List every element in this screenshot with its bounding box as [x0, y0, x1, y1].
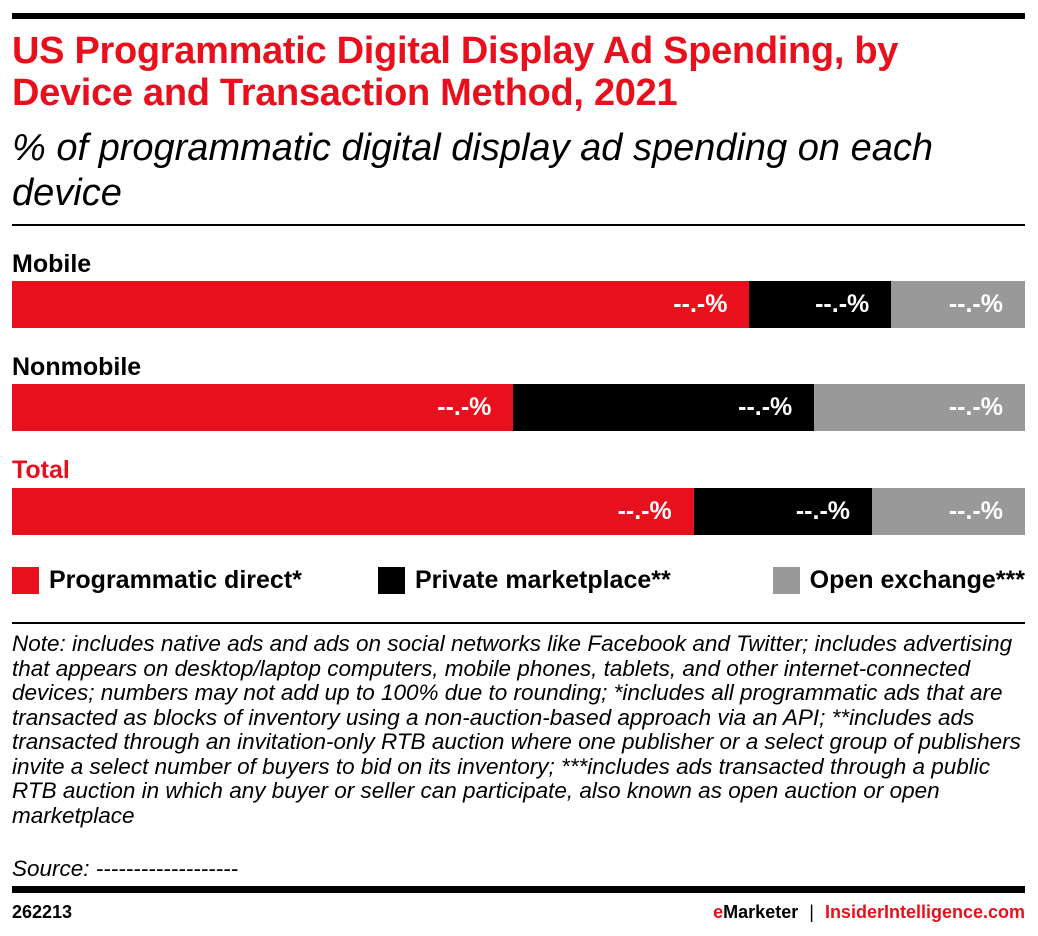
data-label: --.-%	[948, 290, 1003, 318]
bar-total: --.-% --.-% --.-%	[12, 488, 1025, 535]
legend-swatch	[12, 567, 39, 594]
legend-rule	[12, 622, 1025, 624]
data-label: --.-%	[948, 497, 1003, 525]
category-label-mobile: Mobile	[12, 250, 92, 278]
subtitle-rule	[12, 224, 1025, 226]
bar-nonmobile: --.-% --.-% --.-%	[12, 384, 1025, 431]
legend-label: Programmatic direct*	[49, 566, 302, 594]
footer-rule	[12, 886, 1025, 893]
chart-id: 262213	[12, 902, 73, 922]
data-label: --.-%	[815, 290, 870, 318]
bar-mobile: --.-% --.-% --.-%	[12, 281, 1025, 328]
category-label-total: Total	[12, 456, 70, 484]
data-label: --.-%	[437, 393, 492, 421]
bar-segment: --.-%	[814, 384, 1025, 431]
data-label: --.-%	[617, 497, 672, 525]
top-rule	[12, 13, 1025, 19]
bar-segment: --.-%	[693, 488, 873, 535]
legend-label: Open exchange***	[809, 566, 1025, 594]
brand-separator: |	[809, 902, 814, 922]
bar-segment: --.-%	[12, 281, 750, 328]
brand: eMarketer | InsiderIntelligence.com	[713, 902, 1025, 923]
brand-site: InsiderIntelligence.com	[824, 902, 1025, 922]
note-text: Note: includes native ads and ads on soc…	[12, 631, 1021, 828]
legend-item: Programmatic direct*	[12, 566, 302, 595]
legend-item: Private marketplace**	[378, 566, 671, 595]
bar-segment: --.-%	[749, 281, 892, 328]
category-label-nonmobile: Nonmobile	[12, 353, 142, 381]
bar-segment: --.-%	[891, 281, 1025, 328]
chart-title: US Programmatic Digital Display Ad Spend…	[12, 30, 899, 114]
data-label: --.-%	[673, 290, 728, 318]
bar-segment: --.-%	[513, 384, 815, 431]
brand-name: Marketer	[723, 902, 799, 922]
legend-label: Private marketplace**	[415, 566, 671, 594]
legend: Programmatic direct* Private marketplace*…	[12, 566, 1025, 596]
chart-subtitle: % of programmatic digital display ad spe…	[12, 127, 933, 214]
legend-swatch	[378, 567, 405, 594]
data-label: --.-%	[738, 393, 793, 421]
data-label: --.-%	[795, 497, 851, 525]
legend-item: Open exchange***	[772, 566, 1025, 595]
brand-e: e	[713, 902, 724, 922]
source-text: Source: -------------------	[12, 856, 239, 881]
bar-segment: --.-%	[12, 488, 694, 535]
bar-segment: --.-%	[12, 384, 514, 431]
bar-segment: --.-%	[872, 488, 1025, 535]
data-label: --.-%	[948, 393, 1003, 421]
legend-swatch	[772, 567, 800, 594]
